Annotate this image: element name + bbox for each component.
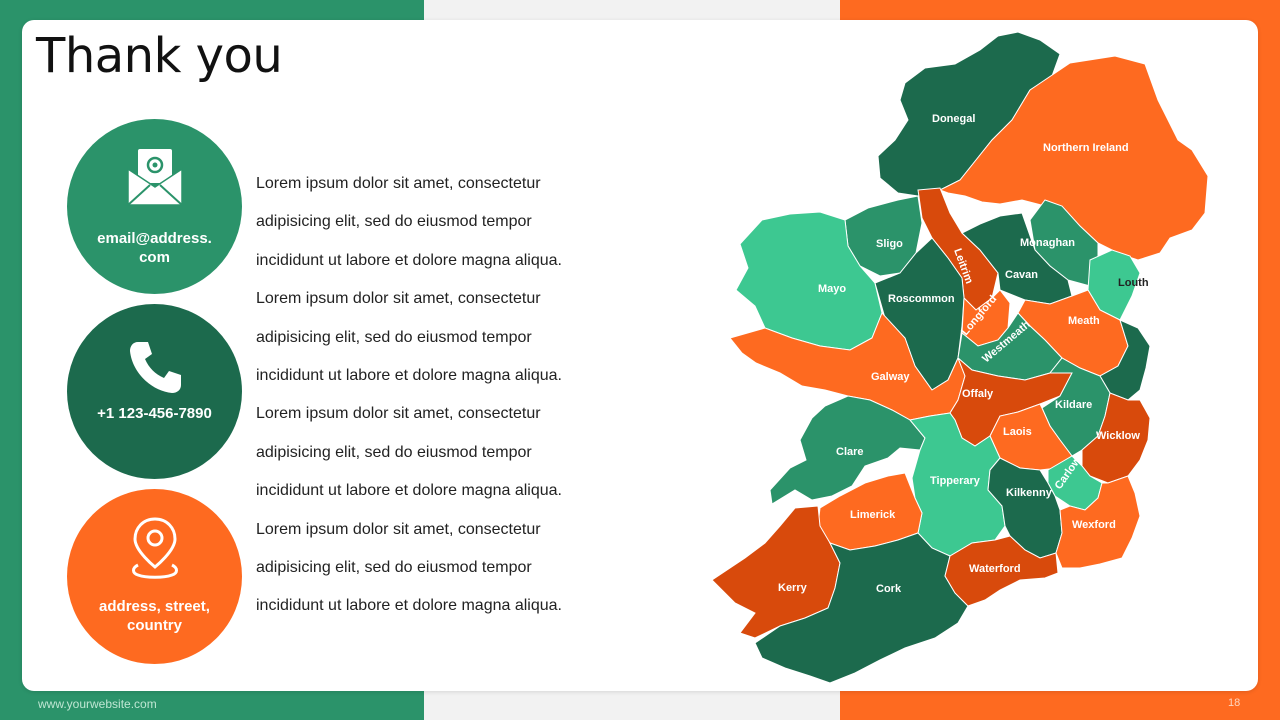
- phone-text: +1 123-456-7890: [97, 405, 212, 422]
- map-label: Laois: [1003, 426, 1032, 438]
- footer-website[interactable]: www.yourwebsite.com: [38, 697, 157, 711]
- region-cork[interactable]: [754, 532, 969, 684]
- map-label: Monaghan: [1020, 237, 1075, 249]
- address-contact: address, street, country: [67, 489, 242, 664]
- body-line: Lorem ipsum dolor sit amet, consectetur: [256, 175, 541, 192]
- map-label: Clare: [836, 446, 864, 458]
- region-waterford[interactable]: [944, 535, 1059, 607]
- region-wexford[interactable]: [1055, 475, 1141, 569]
- map-label: Kerry: [778, 582, 808, 594]
- body-line: adipisicing elit, sed do eiusmod tempor: [256, 558, 532, 576]
- phone-contact: +1 123-456-7890: [67, 304, 242, 479]
- map-label: Cavan: [1005, 269, 1038, 281]
- page-title: Thank you: [36, 28, 283, 84]
- map-label: Limerick: [850, 509, 896, 521]
- map-label: Cork: [876, 583, 902, 595]
- map-label: Roscommon: [888, 293, 955, 305]
- map-label: Northern Ireland: [1043, 142, 1129, 154]
- body-line: adipisicing elit, sed do eiusmod tempor: [256, 328, 532, 346]
- map-label: Louth: [1118, 277, 1149, 289]
- map-label: Waterford: [969, 563, 1021, 575]
- body-text: Lorem ipsum dolor sit amet, consectetur …: [256, 172, 676, 633]
- body-line: Lorem ipsum dolor sit amet, consectetur: [256, 405, 541, 423]
- region-wicklow[interactable]: [1081, 392, 1151, 484]
- page-number: 18: [1228, 697, 1241, 709]
- map-label: Galway: [871, 371, 910, 383]
- map-label: Offaly: [962, 388, 994, 400]
- map-label: Sligo: [876, 238, 903, 250]
- map-label: Wexford: [1072, 519, 1116, 531]
- body-line: incididunt ut labore et dolore magna ali…: [256, 366, 562, 384]
- body-line: incididunt ut labore et dolore magna ali…: [256, 597, 562, 615]
- map-label: Wicklow: [1096, 430, 1140, 442]
- body-line: incididunt ut labore et dolore magna ali…: [256, 482, 562, 500]
- map-label: Kildare: [1055, 399, 1092, 411]
- map-label: Donegal: [932, 113, 975, 125]
- map-label: Mayo: [818, 283, 846, 295]
- envelope-at-icon: [126, 149, 183, 206]
- map-label: Meath: [1068, 315, 1100, 327]
- map-label: Tipperary: [930, 475, 981, 487]
- address-text: address, street, country: [99, 598, 210, 634]
- region-cavan[interactable]: [961, 212, 1073, 305]
- body-line: Lorem ipsum dolor sit amet, consectetur: [256, 520, 541, 538]
- location-pin-icon: [131, 517, 178, 579]
- email-contact: email@address.com: [67, 119, 242, 294]
- body-line: adipisicing elit, sed do eiusmod tempor: [256, 213, 532, 231]
- body-line: adipisicing elit, sed do eiusmod tempor: [256, 443, 532, 461]
- ireland-map: Donegal Northern Ireland Sligo Leitrim M…: [711, 31, 1209, 684]
- region-clare[interactable]: [769, 395, 926, 505]
- email-text: email@address.com: [97, 230, 212, 266]
- phone-icon: [129, 342, 181, 393]
- body-line: incididunt ut labore et dolore magna ali…: [256, 251, 562, 269]
- map-label: Kilkenny: [1006, 487, 1053, 499]
- body-line: Lorem ipsum dolor sit amet, consectetur: [256, 290, 541, 308]
